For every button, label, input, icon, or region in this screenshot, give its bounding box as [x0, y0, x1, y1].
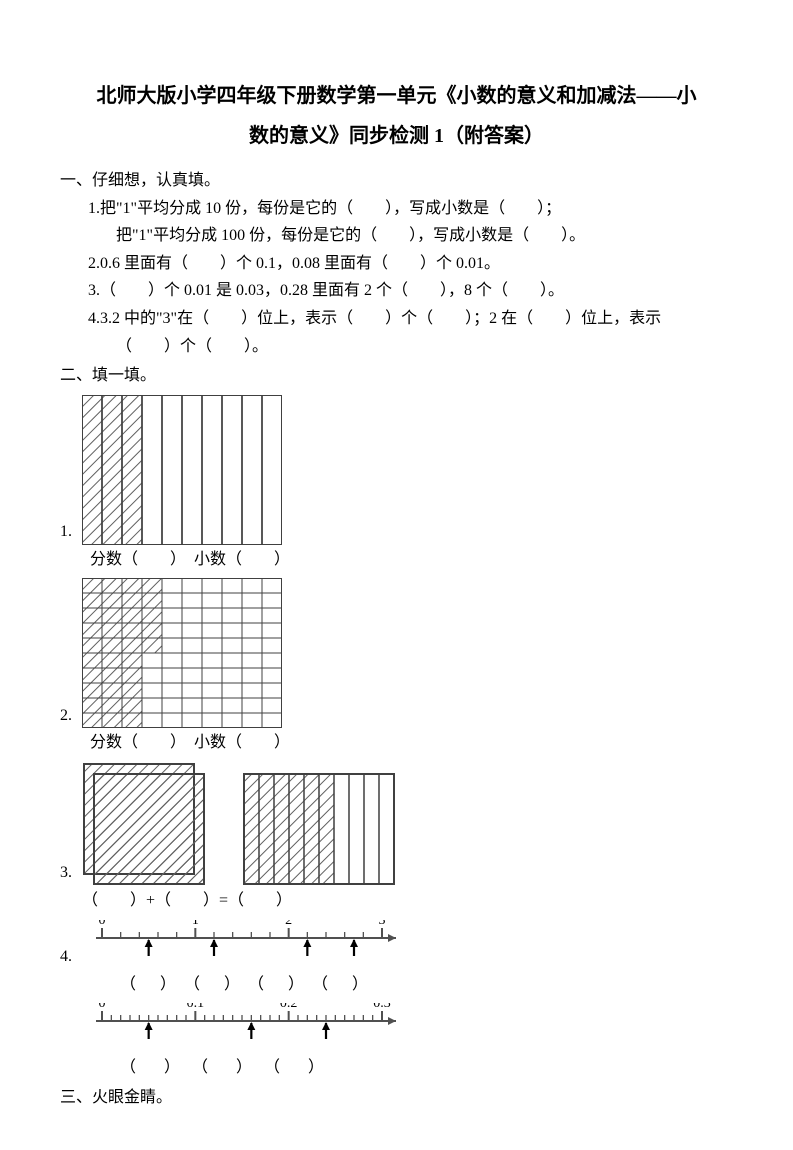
eq-3: （ ）+（ ）=（ ）	[60, 888, 733, 914]
page-title-1: 北师大版小学四年级下册数学第一单元《小数的意义和加减法——小	[60, 80, 733, 112]
svg-text:0: 0	[99, 1003, 106, 1011]
figure-4a: 0 1 2 3	[82, 920, 402, 970]
caption-2: 分数（ ） 小数（ ）	[60, 730, 733, 756]
svg-text:0.1: 0.1	[187, 1003, 205, 1011]
q1-3: 3.（ ）个 0.01 是 0.03，0.28 里面有 2 个（ ），8 个（ …	[60, 278, 733, 304]
caption-1: 分数（ ） 小数（ ）	[60, 547, 733, 573]
item-2-3: 3.	[60, 762, 733, 886]
figure-2	[82, 578, 282, 728]
item-2-4b: 0 0.1 0.2 0.3	[60, 1003, 733, 1053]
q1-4b: （ ）个（ ）。	[60, 334, 733, 360]
section-3-head: 三、火眼金睛。	[60, 1085, 733, 1111]
svg-text:0: 0	[99, 920, 106, 928]
item-2-4-num: 4.	[60, 944, 82, 970]
labels-4a: （ ） （ ） （ ） （ ）	[60, 972, 733, 998]
page-title-2: 数的意义》同步检测 1（附答案）	[60, 120, 733, 152]
section-1-head: 一、仔细想，认真填。	[60, 168, 733, 194]
q1-1a: 1.把"1"平均分成 10 份，每份是它的（ ），写成小数是（ ）；	[60, 196, 733, 222]
labels-4b: （ ） （ ） （ ）	[60, 1055, 733, 1081]
figure-1	[82, 395, 282, 545]
item-2-4: 4. 0 1 2 3	[60, 920, 733, 970]
item-2-2: 2.	[60, 578, 733, 728]
svg-text:0.3: 0.3	[373, 1003, 391, 1011]
svg-text:3: 3	[379, 920, 386, 928]
svg-text:2: 2	[285, 920, 292, 928]
item-2-1-num: 1.	[60, 519, 82, 545]
svg-text:0.2: 0.2	[280, 1003, 298, 1011]
item-2-1: 1.	[60, 395, 733, 545]
item-2-2-num: 2.	[60, 703, 82, 729]
q1-1b: 把"1"平均分成 100 份，每份是它的（ ），写成小数是（ ）。	[60, 223, 733, 249]
svg-text:1: 1	[192, 920, 199, 928]
figure-3	[82, 762, 396, 886]
q1-2: 2.0.6 里面有（ ）个 0.1，0.08 里面有（ ）个 0.01。	[60, 251, 733, 277]
q1-4a: 4.3.2 中的"3"在（ ）位上，表示（ ）个（ ）；2 在（ ）位上，表示	[60, 306, 733, 332]
section-2-head: 二、填一填。	[60, 363, 733, 389]
item-2-3-num: 3.	[60, 860, 82, 886]
figure-4b: 0 0.1 0.2 0.3	[82, 1003, 402, 1053]
